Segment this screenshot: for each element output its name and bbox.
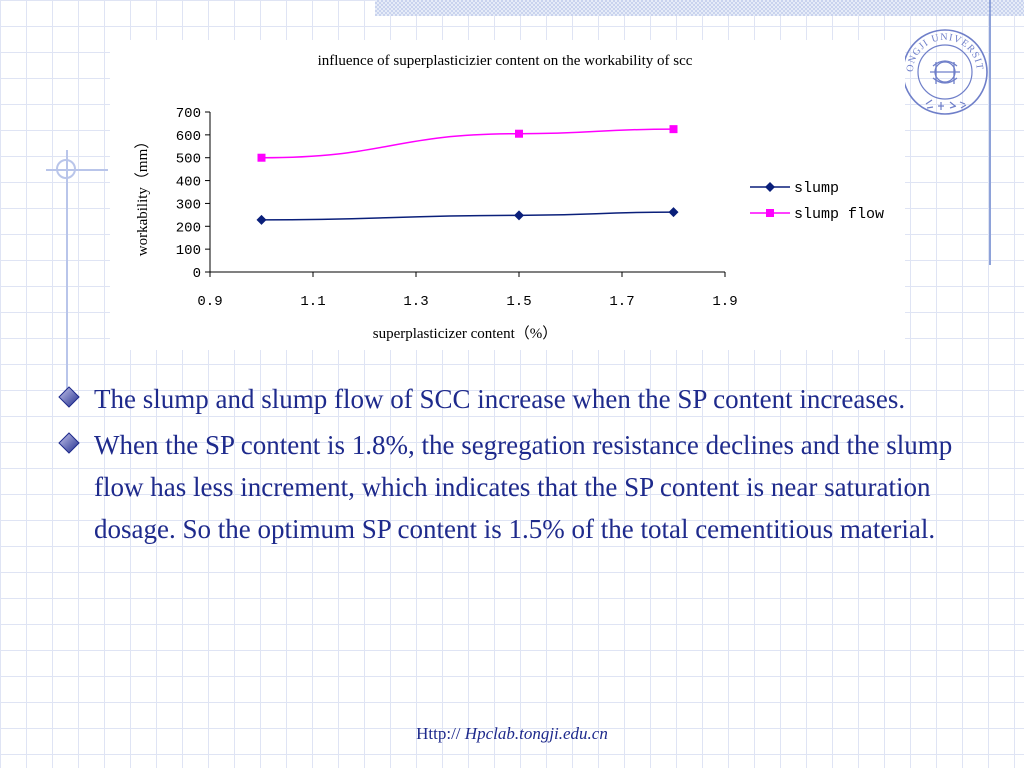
y-tick-label: 500 [176, 152, 201, 168]
footer-link[interactable]: Hpclab.tongji.edu.cn [464, 724, 608, 743]
bullet-list: The slump and slump flow of SCC increase… [58, 378, 968, 554]
x-tick-label: 1.3 [403, 294, 428, 310]
y-tick-label: 0 [193, 266, 201, 282]
data-point-slump [668, 207, 679, 218]
y-tick-label: 400 [176, 175, 201, 191]
legend-marker [765, 182, 775, 192]
y-tick-label: 100 [176, 243, 201, 259]
y-tick-label: 600 [176, 129, 201, 145]
data-point-slump-flow [669, 125, 678, 134]
footer: Http:// Hpclab.tongji.edu.cn [0, 724, 1024, 744]
data-point-slump-flow [515, 129, 523, 138]
y-axis-label: workability（mm） [134, 134, 151, 257]
series-line-slump-flow [261, 128, 674, 159]
chart-background [110, 40, 905, 350]
diamond-bullet-icon [58, 432, 80, 454]
line-chart: influence of superplasticizier content o… [134, 53, 884, 342]
bullet-text: The slump and slump flow of SCC increase… [94, 384, 906, 414]
legend-label: slump [794, 180, 839, 197]
top-decorative-band [375, 0, 1024, 16]
tongji-university-seal-icon: TONGJI UNIVERSITY [900, 22, 988, 115]
x-tick-label: 1.1 [300, 294, 325, 310]
x-tick-label: 1.9 [712, 294, 737, 310]
y-tick-label: 700 [176, 106, 201, 122]
x-tick-label: 1.5 [506, 294, 531, 310]
data-point-slump-flow [257, 153, 266, 162]
bullet-item: When the SP content is 1.8%, the segrega… [58, 424, 968, 550]
chart-title: influence of superplasticizier content o… [318, 53, 693, 69]
series-line-slump [261, 211, 674, 221]
left-decorative-crossbar [46, 169, 108, 171]
data-point-slump [514, 210, 524, 221]
bullet-item: The slump and slump flow of SCC increase… [58, 378, 968, 420]
legend-marker [766, 209, 774, 217]
diamond-bullet-icon [58, 386, 80, 408]
bullet-text: When the SP content is 1.8%, the segrega… [94, 430, 953, 544]
decorative-circle-icon [56, 159, 76, 179]
x-tick-label: 1.7 [609, 294, 634, 310]
x-axis-label: superplasticizer content（%） [373, 325, 558, 342]
legend-label: slump flow [794, 206, 884, 223]
footer-prefix: Http:// [416, 724, 465, 743]
y-tick-label: 200 [176, 220, 201, 236]
y-tick-label: 300 [176, 197, 201, 213]
x-tick-label: 0.9 [197, 294, 222, 310]
data-point-slump [256, 214, 267, 225]
right-decorative-line [989, 0, 991, 265]
left-decorative-line [66, 150, 68, 390]
